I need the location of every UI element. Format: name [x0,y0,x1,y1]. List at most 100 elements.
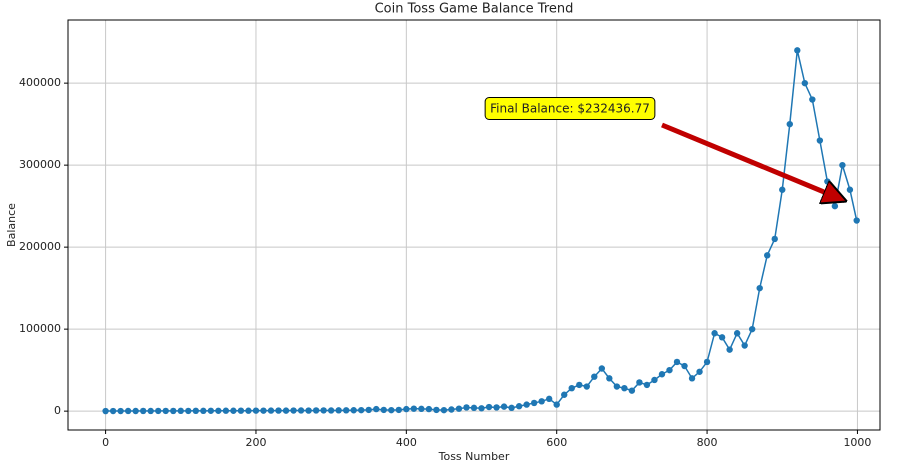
point [275,407,282,414]
point [561,391,568,398]
point [681,362,688,370]
plot-frame [67,19,881,431]
point [748,325,756,333]
point [853,217,860,224]
point [335,407,342,414]
point [395,406,403,414]
point [373,405,380,413]
x-tick-label: 400 [396,436,417,449]
point [621,384,628,392]
point [643,381,651,389]
point [245,407,252,414]
point [267,407,275,414]
y-tick-label: 400000 [19,76,61,89]
point [440,406,448,414]
point [155,407,162,415]
point [297,407,305,414]
point [230,407,237,414]
point [538,398,545,405]
annotation: Final Balance: $232436.77 [484,97,656,120]
y-tick-label: 100000 [19,322,61,335]
y-tick-label: 200000 [19,240,61,253]
point [237,407,245,414]
point [779,186,786,193]
point [177,407,184,415]
point [756,284,763,292]
point [207,407,215,414]
point [530,399,538,407]
point [568,384,575,392]
point [260,407,267,414]
x-tick-label: 200 [245,436,266,449]
point [726,346,733,353]
point [102,407,109,415]
point [109,407,117,415]
point [666,366,673,374]
point [139,407,147,415]
point [831,202,839,210]
point [327,407,335,414]
x-axis-label: Toss Number [438,450,510,463]
point [598,365,606,372]
point [500,403,508,410]
point [478,405,485,412]
point [132,407,139,415]
point [365,406,372,414]
point [591,373,598,380]
point [839,161,846,169]
point [553,401,560,408]
point [515,403,523,410]
point [718,334,726,341]
point [613,383,621,390]
point [200,407,207,415]
point [583,383,590,390]
point [380,406,387,414]
point [733,330,741,337]
point [192,407,200,415]
point [320,407,327,414]
point [433,406,440,414]
x-tick-label: 0 [102,436,109,449]
point [688,375,696,382]
x-tick-label: 800 [697,436,718,449]
point [388,406,395,414]
point [147,407,154,415]
point [658,371,666,378]
point [764,252,771,259]
annotation-arrow [661,122,845,201]
point [117,407,124,415]
point [470,404,478,412]
point [846,186,854,193]
point [282,407,290,414]
point [809,96,816,103]
point [222,407,230,414]
point [305,407,312,414]
point [290,407,297,414]
point [794,47,801,54]
x-tick-label: 1000 [843,436,871,449]
point [771,235,778,243]
y-axis-label: Balance [5,203,18,247]
chart-title: Coin Toss Game Balance Trend [375,2,574,17]
point [162,407,169,415]
point [358,406,365,414]
point [703,358,711,366]
point [448,406,455,413]
point [312,407,320,414]
point [425,405,433,413]
y-tick-label: 0 [54,404,61,417]
point [485,403,493,411]
point [493,404,500,411]
point [824,178,831,185]
point [628,387,636,394]
point [741,342,748,349]
point [508,404,515,412]
point [651,376,658,384]
point [545,395,553,403]
y-tick-label: 300000 [19,158,61,171]
point [636,379,643,386]
point [124,407,132,415]
point [816,137,824,144]
point [342,407,350,414]
